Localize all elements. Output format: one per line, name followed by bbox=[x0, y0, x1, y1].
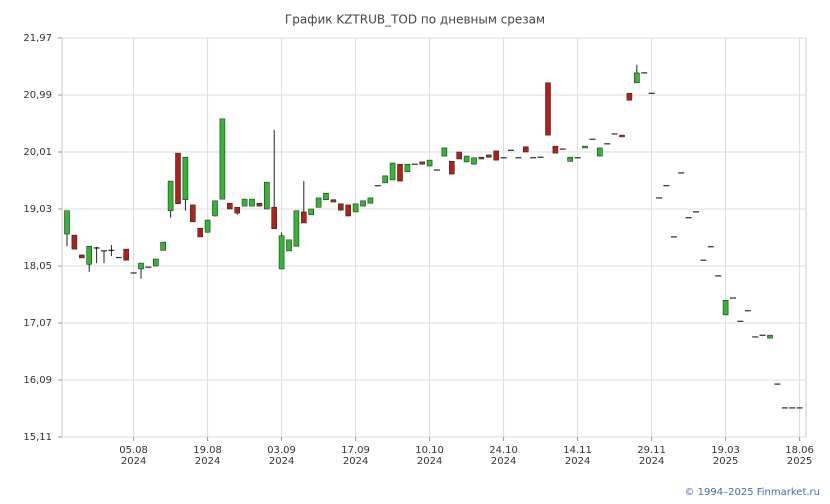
candle-body bbox=[404, 163, 411, 173]
x-tick-label: 2024 bbox=[417, 456, 442, 467]
candle-body bbox=[596, 147, 603, 157]
x-tick-label: 03.09 bbox=[267, 445, 296, 456]
x-tick-label: 10.10 bbox=[415, 445, 444, 456]
candle-body bbox=[448, 161, 455, 175]
x-tick-label: 17.09 bbox=[341, 445, 370, 456]
candle-body bbox=[367, 197, 374, 204]
y-tick-label: 15,11 bbox=[23, 432, 52, 443]
x-tick-label: 2025 bbox=[787, 456, 812, 467]
candle-body bbox=[315, 197, 322, 208]
x-tick-label: 19.03 bbox=[711, 445, 740, 456]
candle-body bbox=[300, 211, 307, 224]
y-tick-label: 19,03 bbox=[23, 204, 52, 215]
candle-body bbox=[153, 258, 159, 267]
x-tick-label: 2025 bbox=[713, 456, 738, 467]
candle-body bbox=[278, 235, 285, 270]
x-tick-label: 14.11 bbox=[563, 445, 592, 456]
candle-body bbox=[197, 227, 203, 238]
candle-body bbox=[160, 241, 166, 251]
y-tick-label: 20,99 bbox=[23, 90, 52, 101]
candle-body bbox=[441, 147, 448, 157]
candle-body bbox=[308, 208, 315, 216]
x-tick-label: 2024 bbox=[639, 456, 664, 467]
candle-body bbox=[190, 204, 196, 223]
candle-body bbox=[182, 156, 189, 200]
candle-body bbox=[263, 181, 270, 210]
candle-body bbox=[212, 200, 218, 217]
candle-body bbox=[167, 180, 174, 212]
x-tick-label: 2024 bbox=[269, 456, 294, 467]
x-tick-label: 29.11 bbox=[637, 445, 666, 456]
candle-body bbox=[582, 145, 588, 149]
candle-body bbox=[330, 199, 337, 203]
candle-body bbox=[389, 162, 396, 181]
x-tick-label: 2024 bbox=[121, 456, 146, 467]
chart-title: График KZTRUB_TOD по дневным срезам bbox=[285, 13, 545, 27]
x-tick-label: 19.08 bbox=[193, 445, 222, 456]
footer: © 1994–2025 Finmarket.ru bbox=[684, 487, 820, 498]
y-tick-label: 16,09 bbox=[23, 375, 52, 386]
candle-body bbox=[360, 200, 366, 207]
candle-body bbox=[567, 156, 574, 162]
candle-body bbox=[471, 157, 477, 165]
candle-body bbox=[478, 156, 485, 160]
candle-body bbox=[323, 192, 329, 200]
candle-body bbox=[219, 118, 226, 200]
candle-body bbox=[419, 161, 426, 165]
candle-body bbox=[293, 210, 300, 247]
y-tick-label: 18,05 bbox=[23, 261, 52, 272]
candle-body bbox=[552, 145, 559, 154]
x-tick-label: 2024 bbox=[491, 456, 516, 467]
candle-body bbox=[337, 203, 344, 211]
candle-body bbox=[545, 82, 551, 136]
candle-body bbox=[116, 256, 122, 259]
candle-body bbox=[767, 334, 773, 339]
candle-body bbox=[79, 254, 85, 259]
candle-body bbox=[493, 150, 500, 161]
y-tick-label: 17,07 bbox=[23, 318, 52, 329]
candle-body bbox=[86, 245, 92, 265]
candle-body bbox=[241, 198, 248, 207]
candle-body bbox=[397, 163, 403, 182]
x-tick-label: 18.06 bbox=[785, 445, 814, 456]
candle-body bbox=[271, 206, 278, 230]
candle-body bbox=[463, 155, 470, 163]
candle-body bbox=[456, 151, 463, 160]
candle-body bbox=[138, 262, 144, 270]
candle-body bbox=[352, 203, 359, 213]
candle-body bbox=[204, 219, 211, 233]
candle-body bbox=[71, 234, 78, 250]
candle-body bbox=[234, 206, 240, 214]
x-tick-label: 24.10 bbox=[489, 445, 518, 456]
candle-body bbox=[619, 134, 625, 138]
y-tick-label: 20,01 bbox=[23, 147, 52, 158]
candle-body bbox=[227, 202, 233, 210]
x-tick-label: 2024 bbox=[195, 456, 220, 467]
candle-body bbox=[286, 239, 292, 252]
x-tick-label: 2024 bbox=[565, 456, 590, 467]
candle-body bbox=[123, 248, 129, 261]
candle-body bbox=[626, 92, 633, 101]
candle-body bbox=[633, 72, 640, 84]
x-tick-label: 05.08 bbox=[119, 445, 148, 456]
y-tick-label: 21,97 bbox=[23, 33, 52, 44]
candle-body bbox=[485, 154, 492, 158]
candle-body bbox=[722, 300, 729, 316]
candle-body bbox=[256, 202, 263, 207]
candle-body bbox=[64, 210, 70, 235]
candle-body bbox=[426, 159, 433, 167]
candle-body bbox=[249, 198, 255, 207]
candle-body bbox=[382, 175, 389, 184]
candle-body bbox=[522, 146, 529, 153]
candle-body bbox=[175, 152, 181, 205]
candle-body bbox=[345, 204, 352, 217]
x-tick-label: 2024 bbox=[343, 456, 368, 467]
